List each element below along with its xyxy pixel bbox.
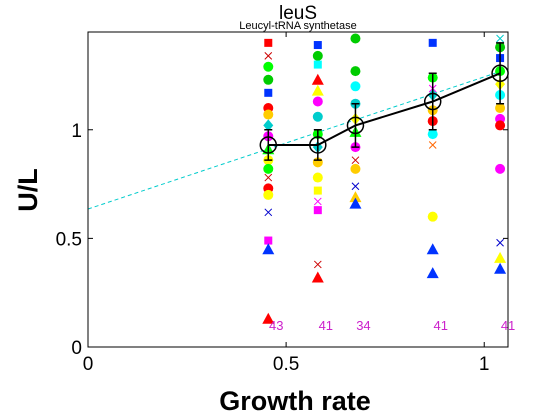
data-point [428, 141, 437, 149]
data-point [263, 119, 274, 132]
x-tick-label: 0 [83, 354, 94, 375]
data-point [312, 111, 323, 122]
data-point [349, 197, 362, 209]
data-point [494, 262, 507, 274]
fit-line-layer [87, 68, 509, 210]
data-point [263, 189, 274, 200]
data-point [264, 52, 273, 60]
x-tick-label: 1 [479, 354, 490, 375]
data-point [349, 191, 362, 203]
ticks-layer: 0 0.5 1 0 0.5 1 [56, 32, 508, 375]
mean-marker [259, 136, 278, 154]
data-point [313, 60, 322, 69]
data-point [426, 243, 439, 255]
mean-marker [309, 136, 327, 154]
sample-count-label: 41 [319, 318, 333, 333]
data-point [495, 120, 506, 131]
sample-count-label: 34 [356, 318, 370, 333]
sample-count-label: 43 [269, 318, 283, 333]
data-point [264, 88, 273, 97]
data-point [312, 50, 323, 61]
data-point [495, 103, 506, 114]
data-point [312, 172, 323, 183]
data-point [263, 74, 274, 85]
data-point [350, 66, 361, 77]
y-axis-label: U/L [13, 168, 43, 212]
error-bar [351, 102, 360, 148]
x-axis-label: Growth rate [219, 386, 371, 416]
data-point [313, 197, 322, 206]
data-point [350, 33, 361, 44]
data-point [264, 38, 273, 47]
plot-area [88, 32, 508, 347]
error-bar [264, 129, 273, 161]
data-point [495, 163, 506, 174]
mean-marker [346, 116, 365, 135]
data-point [350, 163, 361, 174]
data-point [262, 243, 275, 255]
data-point [426, 267, 439, 279]
data-point [351, 156, 360, 165]
data-point [263, 61, 274, 72]
y-tick-label: 1 [71, 121, 82, 142]
data-point [313, 186, 322, 195]
data-point [264, 208, 273, 217]
error-bar [313, 129, 322, 161]
data-point [351, 182, 360, 191]
x-tick-label: 0.5 [273, 354, 299, 375]
y-tick-label: 0.5 [56, 229, 82, 250]
mean-marker [423, 92, 442, 111]
data-point [428, 38, 437, 47]
chart-title: leuS [279, 3, 317, 24]
data-point [264, 173, 273, 182]
data-point [496, 34, 504, 43]
data-point [496, 238, 504, 247]
fit-line [87, 68, 509, 210]
data-point [427, 129, 438, 140]
data-point [350, 81, 361, 92]
error-bar [496, 42, 505, 105]
plot-frame [87, 31, 509, 348]
y-tick-label: 0 [71, 338, 82, 359]
data-point [262, 312, 275, 324]
data-point [313, 260, 322, 269]
mean-series-layer [259, 42, 509, 161]
data-point [313, 206, 322, 215]
data-point [263, 109, 274, 120]
data-point [311, 84, 324, 96]
count-labels-layer: 43 41 34 41 41 [269, 318, 515, 333]
data-point [311, 271, 324, 283]
error-bar [428, 72, 437, 131]
chart-subtitle: Leucyl-tRNA synthetase [239, 20, 356, 32]
sample-count-label: 41 [433, 318, 447, 333]
data-point [427, 211, 438, 222]
data-point [263, 163, 274, 174]
data-point [313, 41, 322, 50]
data-point [311, 73, 324, 85]
data-point [312, 96, 323, 107]
data-point [264, 236, 273, 245]
data-point [494, 251, 507, 263]
